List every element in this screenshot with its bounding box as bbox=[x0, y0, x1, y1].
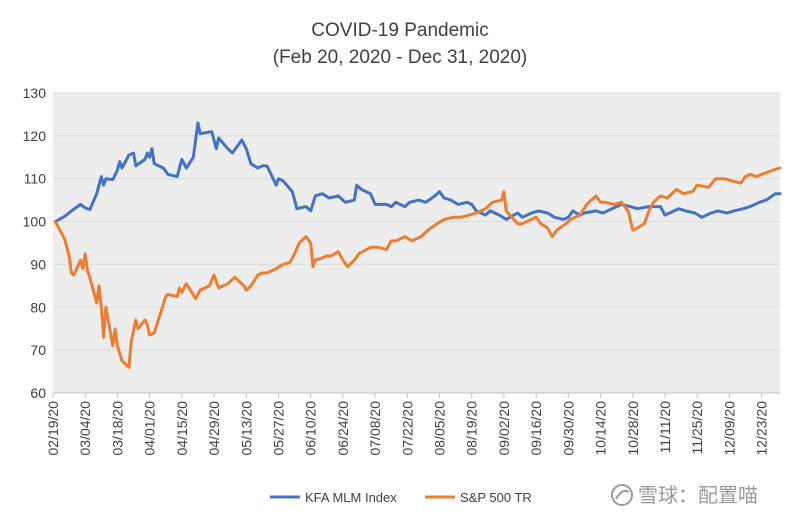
series-lines bbox=[53, 121, 782, 369]
y-tick-label: 90 bbox=[30, 256, 46, 272]
watermark-text: 雪球：配置喵 bbox=[638, 484, 758, 507]
x-tick-label: 03/18/20 bbox=[109, 401, 125, 456]
x-tick-label: 05/13/20 bbox=[238, 401, 254, 456]
y-axis-tick-labels: 60 70 80 90 100 110 120 130 bbox=[23, 85, 47, 401]
snowball-logo-icon bbox=[611, 484, 633, 506]
legend-label-sp500: S&P 500 TR bbox=[460, 490, 532, 505]
x-tick-label: 09/02/20 bbox=[496, 401, 512, 456]
x-tick-label: 08/19/20 bbox=[464, 401, 480, 456]
series-line-kfa-mlm-index bbox=[53, 121, 782, 224]
x-tick-label: 07/08/20 bbox=[367, 401, 383, 456]
chart-title: COVID-19 Pandemic bbox=[311, 20, 488, 41]
y-tick-label: 80 bbox=[30, 299, 46, 315]
legend-label-kfa: KFA MLM Index bbox=[305, 490, 397, 505]
x-tick-label: 12/09/20 bbox=[721, 401, 737, 456]
x-tick-label: 05/27/20 bbox=[270, 401, 286, 456]
series-line-sp500-tr bbox=[53, 166, 782, 369]
x-tick-label: 04/01/20 bbox=[142, 401, 158, 456]
chart-subtitle: (Feb 20, 2020 - Dec 31, 2020) bbox=[273, 47, 528, 68]
x-axis-tick-labels: 02/19/20 03/04/20 03/18/20 04/01/20 04/15/20… bbox=[45, 393, 770, 456]
x-tick-label: 10/28/20 bbox=[625, 401, 641, 456]
x-tick-label: 10/14/20 bbox=[593, 401, 609, 456]
gridlines bbox=[53, 92, 780, 351]
x-tick-label: 04/15/20 bbox=[174, 401, 190, 456]
legend: KFA MLM Index S&P 500 TR bbox=[270, 490, 532, 505]
y-tick-label: 130 bbox=[23, 85, 47, 101]
watermark: 雪球：配置喵 bbox=[611, 484, 758, 507]
x-tick-label: 06/24/20 bbox=[335, 401, 351, 456]
x-tick-label: 08/05/20 bbox=[432, 401, 448, 456]
x-tick-label: 02/19/20 bbox=[45, 401, 61, 456]
x-tick-label: 09/16/20 bbox=[528, 401, 544, 456]
x-tick-label: 11/11/20 bbox=[657, 401, 673, 454]
x-tick-label: 09/30/20 bbox=[560, 401, 576, 456]
x-tick-label: 12/23/20 bbox=[754, 401, 770, 456]
y-tick-label: 100 bbox=[23, 214, 47, 230]
y-tick-label: 60 bbox=[30, 385, 46, 401]
y-tick-label: 110 bbox=[24, 171, 47, 187]
x-tick-label: 03/04/20 bbox=[77, 401, 93, 456]
x-tick-label: 04/29/20 bbox=[206, 401, 222, 456]
plot-area bbox=[53, 93, 780, 393]
y-tick-label: 120 bbox=[23, 128, 47, 144]
x-tick-label: 07/22/20 bbox=[399, 401, 415, 456]
x-tick-label: 11/25/20 bbox=[689, 401, 705, 455]
x-tick-label: 06/10/20 bbox=[303, 401, 319, 456]
y-tick-label: 70 bbox=[30, 342, 46, 358]
